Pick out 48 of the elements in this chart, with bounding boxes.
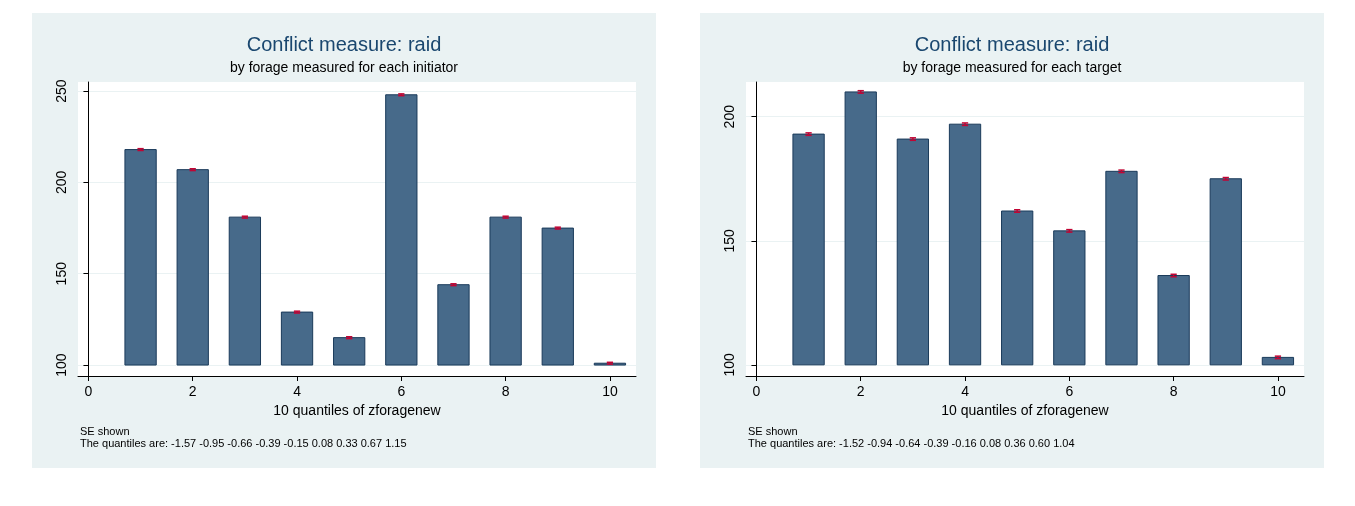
bar xyxy=(1105,170,1138,366)
x-tick-label: 2 xyxy=(856,383,865,399)
bar xyxy=(1209,178,1242,366)
y-tick-label: 150 xyxy=(721,228,737,253)
bar xyxy=(333,337,366,366)
x-tick-label: 2 xyxy=(188,383,197,399)
bar xyxy=(1001,210,1034,366)
x-tick-label: 0 xyxy=(84,383,93,399)
bar xyxy=(896,138,930,366)
y-tick-label: 250 xyxy=(53,79,69,103)
x-tick-label: 4 xyxy=(293,383,302,399)
bar xyxy=(228,216,262,366)
x-tick-label: 8 xyxy=(1169,383,1178,399)
bar xyxy=(176,169,209,366)
bar xyxy=(844,91,877,366)
y-tick-label: 150 xyxy=(53,261,69,286)
bar xyxy=(437,284,470,366)
bar xyxy=(280,311,314,366)
text: SE shown xyxy=(748,424,798,437)
bar xyxy=(792,133,825,366)
x-tick-label: 10 xyxy=(1270,383,1286,399)
bar xyxy=(124,149,157,366)
y-tick-label: 100 xyxy=(53,353,69,377)
chart-title: Conflict measure: raid xyxy=(914,33,1110,55)
x-tick-label: 10 xyxy=(602,383,618,399)
bar xyxy=(489,216,522,366)
x-tick-label: 6 xyxy=(1065,383,1074,399)
bar xyxy=(1261,356,1295,366)
chart-subtitle: by forage measured for each initiator xyxy=(229,59,459,75)
bar xyxy=(1157,275,1190,366)
text: The quantiles are: -1.57 -0.95 -0.66 -0.39 -0.15 0.08 0.33 0.67 1.15 xyxy=(80,436,407,449)
x-tick-label: 0 xyxy=(752,383,761,399)
chart-subtitle: by forage measured for each target xyxy=(902,59,1122,75)
x-axis-title: 10 quantiles of zforagenew xyxy=(273,401,442,418)
bar xyxy=(541,227,574,366)
y-tick-label: 200 xyxy=(721,104,737,129)
y-tick-label: 100 xyxy=(721,352,737,377)
bar xyxy=(1053,230,1086,366)
x-tick-label: 8 xyxy=(501,383,510,399)
y-tick-label: 200 xyxy=(53,170,69,195)
text: The quantiles are: -1.52 -0.94 -0.64 -0.39 -0.16 0.08 0.36 0.60 1.04 xyxy=(748,436,1075,449)
bar xyxy=(385,94,418,366)
bar xyxy=(948,123,982,366)
text: SE shown xyxy=(80,424,130,437)
x-tick-label: 6 xyxy=(397,383,406,399)
x-tick-label: 4 xyxy=(961,383,970,399)
chart-title: Conflict measure: raid xyxy=(246,33,442,55)
x-axis-title: 10 quantiles of zforagenew xyxy=(941,401,1110,418)
